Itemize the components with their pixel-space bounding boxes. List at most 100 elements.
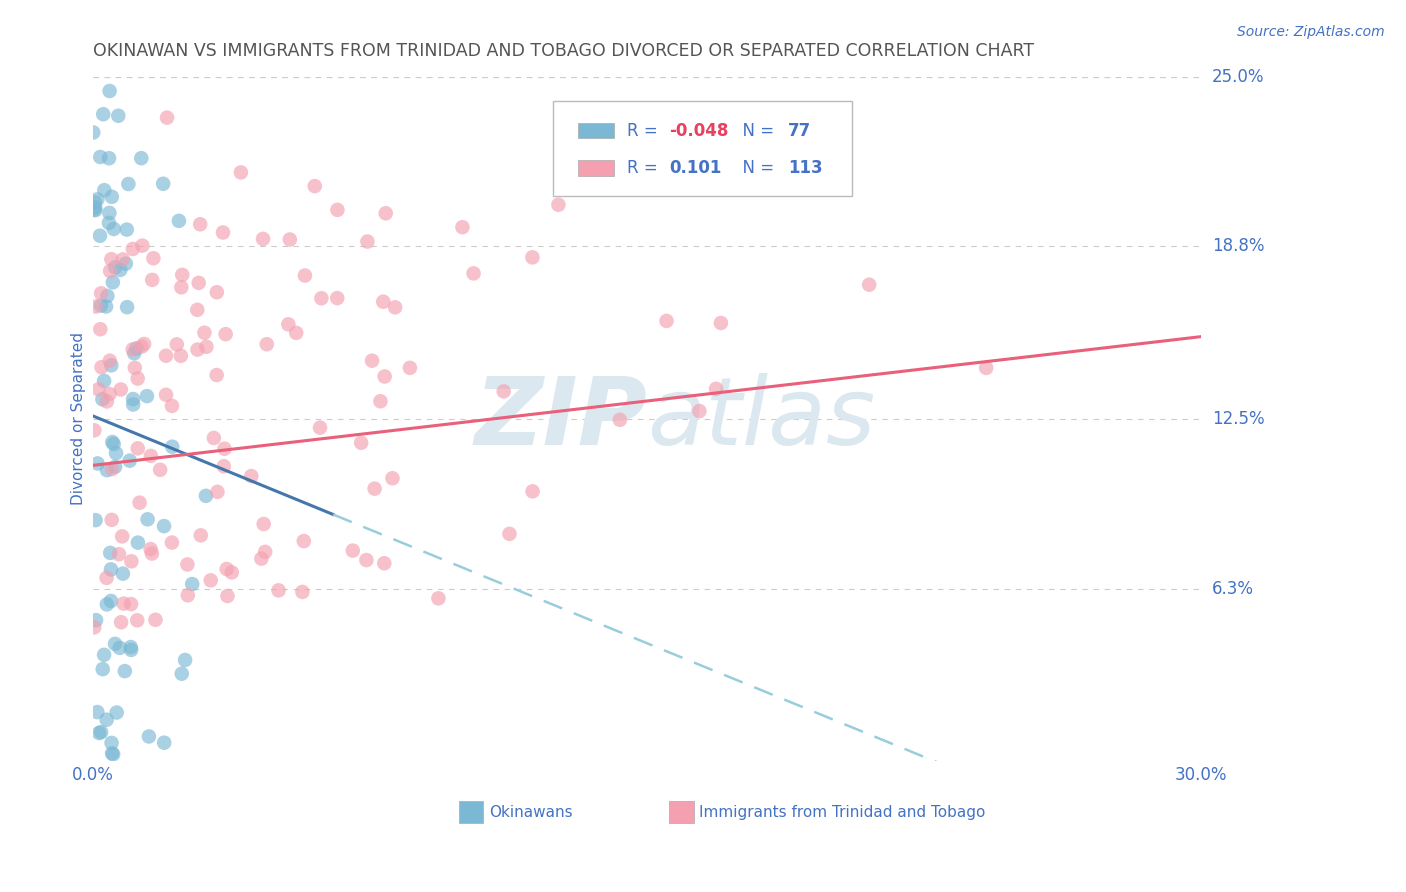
Point	[103, 222, 125, 236]
Point	[291, 585, 314, 599]
Point	[98, 206, 121, 220]
Point	[120, 597, 142, 611]
Point	[97, 216, 120, 230]
Point	[94, 300, 117, 314]
Point	[105, 446, 128, 460]
Point	[522, 251, 544, 265]
Point	[498, 526, 520, 541]
Point	[131, 238, 153, 252]
Point	[96, 598, 118, 612]
Point	[89, 150, 111, 164]
Point	[108, 547, 131, 561]
Text: ZIP: ZIP	[474, 373, 647, 465]
Point	[250, 551, 273, 566]
Point	[170, 666, 193, 681]
Point	[370, 394, 392, 409]
Point	[212, 459, 235, 474]
Point	[304, 179, 326, 194]
Text: 18.8%: 18.8%	[1212, 237, 1264, 255]
Point	[215, 562, 238, 576]
Point	[240, 469, 263, 483]
Point	[193, 326, 215, 340]
Point	[104, 260, 127, 275]
Point	[90, 360, 112, 375]
Point	[101, 462, 124, 476]
Point	[326, 291, 349, 305]
Point	[89, 322, 111, 336]
Point	[100, 562, 122, 576]
Point	[122, 392, 145, 406]
Point	[252, 232, 274, 246]
Point	[172, 268, 194, 282]
Point	[547, 198, 569, 212]
Point	[342, 543, 364, 558]
Point	[253, 516, 276, 531]
Point	[83, 202, 105, 217]
Point	[195, 340, 218, 354]
Point	[86, 457, 108, 471]
Text: Immigrants from Trinidad and Tobago: Immigrants from Trinidad and Tobago	[699, 805, 986, 820]
Point	[162, 440, 184, 454]
Y-axis label: Divorced or Separated: Divorced or Separated	[72, 333, 86, 505]
Point	[101, 275, 124, 289]
Point	[118, 453, 141, 467]
Point	[363, 482, 385, 496]
Point	[381, 471, 404, 485]
Point	[277, 318, 299, 332]
Point	[194, 489, 217, 503]
Point	[399, 360, 422, 375]
Point	[122, 346, 145, 360]
Point	[153, 519, 176, 533]
Point	[91, 392, 114, 407]
Point	[207, 484, 229, 499]
Point	[110, 615, 132, 630]
Point	[374, 369, 396, 384]
Point	[111, 529, 134, 543]
Point	[373, 294, 395, 309]
Point	[120, 554, 142, 568]
Point	[84, 613, 107, 627]
Point	[609, 413, 631, 427]
Point	[134, 337, 156, 351]
Point	[83, 620, 105, 634]
Point	[267, 583, 290, 598]
Point	[125, 342, 148, 356]
FancyBboxPatch shape	[578, 161, 614, 176]
Point	[127, 535, 149, 549]
Point	[326, 202, 349, 217]
Point	[311, 291, 333, 305]
Point	[122, 397, 145, 411]
Point	[522, 484, 544, 499]
Point	[83, 423, 105, 437]
Point	[221, 566, 243, 580]
Point	[93, 648, 115, 662]
Point	[127, 442, 149, 456]
Point	[100, 359, 122, 373]
Text: 0.101: 0.101	[669, 159, 721, 177]
Point	[131, 340, 153, 354]
Point	[82, 126, 104, 140]
Point	[256, 337, 278, 351]
Point	[451, 220, 474, 235]
FancyBboxPatch shape	[458, 801, 484, 823]
Point	[96, 713, 118, 727]
Point	[84, 513, 107, 527]
Point	[120, 643, 142, 657]
Point	[688, 404, 710, 418]
Point	[87, 726, 110, 740]
Point	[90, 725, 112, 739]
Point	[655, 314, 678, 328]
Point	[98, 264, 121, 278]
Point	[120, 640, 142, 654]
Point	[153, 736, 176, 750]
Point	[90, 299, 112, 313]
Point	[292, 534, 315, 549]
Point	[128, 496, 150, 510]
Text: -0.048: -0.048	[669, 121, 728, 140]
Point	[463, 266, 485, 280]
Text: Source: ZipAtlas.com: Source: ZipAtlas.com	[1237, 25, 1385, 39]
Text: 77: 77	[787, 121, 811, 140]
Point	[141, 547, 163, 561]
Point	[160, 535, 183, 549]
Point	[492, 384, 515, 399]
